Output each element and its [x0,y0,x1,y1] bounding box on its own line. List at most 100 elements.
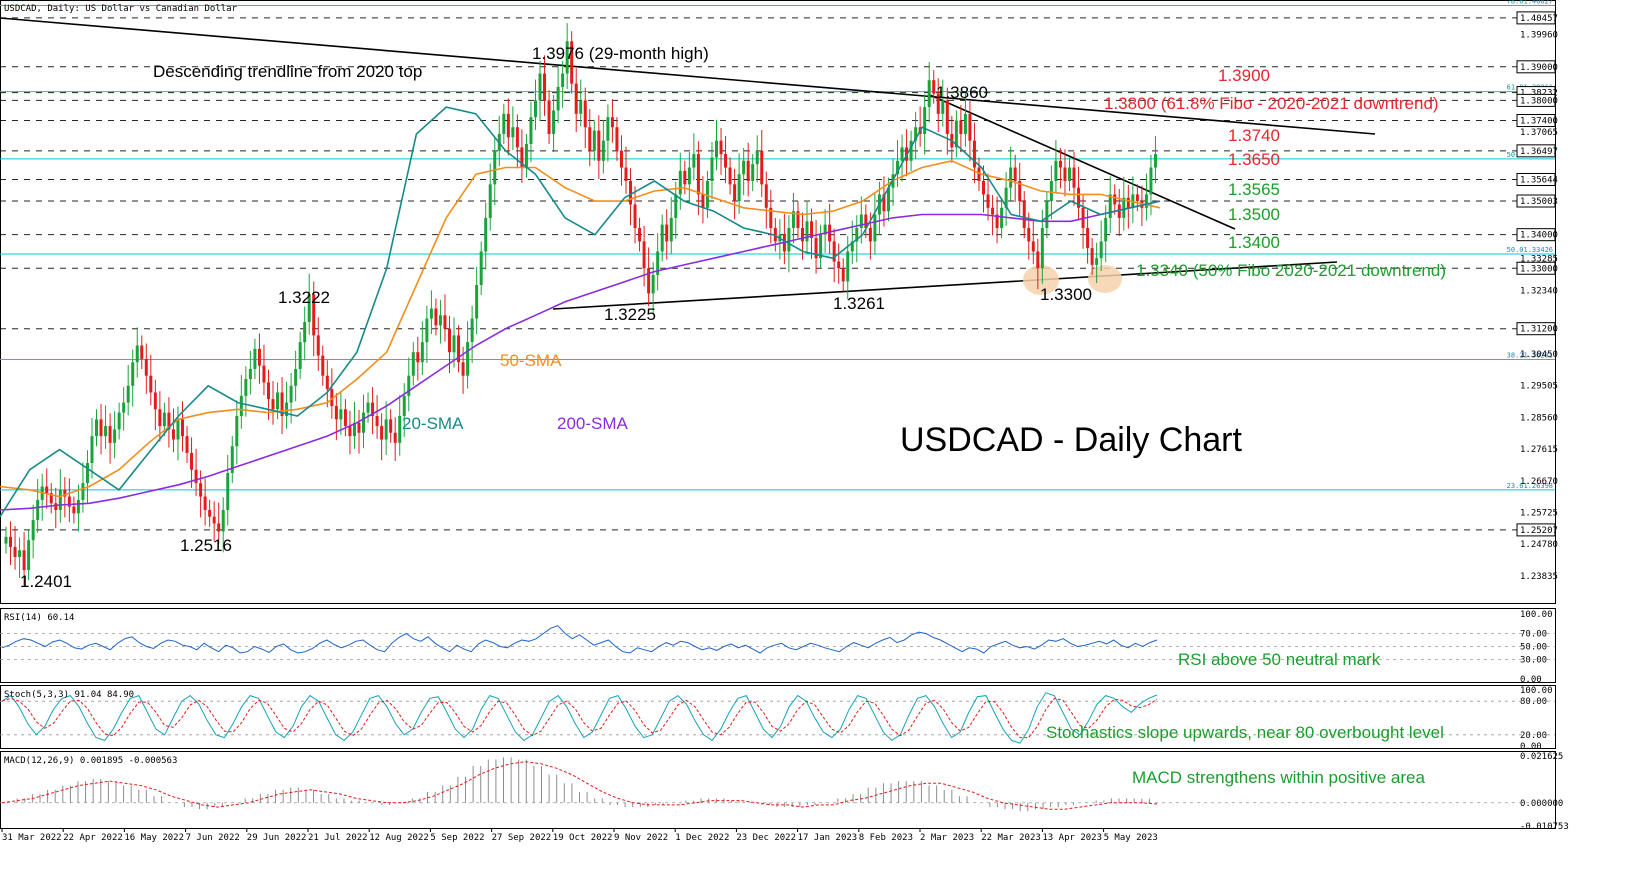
candle-body [393,432,397,443]
candle-body [932,80,936,94]
candle-body [773,227,777,242]
annotation: 1.3300 [1040,285,1092,304]
candle-body [104,426,108,437]
candle-body [1090,248,1094,265]
candle-body [565,41,569,74]
candle-body [54,503,58,510]
candle-body [443,315,447,329]
candle-body [334,405,338,420]
candle-body [837,261,841,269]
candle-body [687,167,691,185]
candle-body [185,436,189,453]
candle-body [570,41,574,84]
candle-body [674,194,678,218]
stoch-d-line [1,697,1158,739]
candle-body [1072,167,1076,188]
candle-body [176,419,180,440]
candle-body [221,509,225,532]
x-tick-label: 7 Jun 2022 [186,833,240,843]
macd-signal-line [1,761,1158,810]
price-box-label: 1.37400 [1520,117,1558,127]
candle-body [1149,167,1153,195]
candle-body [579,100,583,114]
candle-body [357,422,361,433]
candle-body [126,385,130,403]
candle-body [1031,241,1035,252]
candle-body [140,345,144,359]
candle-body [823,224,827,235]
candle-body [787,227,791,252]
candle-body [963,113,967,134]
sma50-line [0,159,1161,498]
candle-body [552,110,556,134]
x-tick-label: 22 Mar 2023 [981,833,1041,843]
candle-body [266,382,270,400]
candle-body [633,204,637,228]
price-box-label: 1.35644 [1520,175,1558,185]
annotation: 1.2516 [180,536,232,555]
candle-body [76,499,80,514]
candle-body [85,462,89,484]
candle-body [1036,251,1040,269]
candle-body [859,214,863,228]
candle-body [339,409,343,420]
price-box [1516,228,1556,242]
x-tick-label: 9 Nov 2022 [614,833,668,843]
candle-body [1108,194,1112,218]
annotation: 50-SMA [500,351,562,370]
candle-body [398,415,402,443]
candle-body [746,160,750,181]
price-box [1516,172,1556,186]
short-term-trendline [929,94,1236,230]
stoch-panel [0,685,1556,749]
stoch-tick-label: 80.00 [1520,697,1547,707]
candle-body [800,227,804,242]
rsi-tick-label: 30.00 [1520,656,1547,666]
candle-body [977,167,981,181]
candle-body [665,224,669,242]
candle-body [710,157,714,181]
candle-body [190,452,194,470]
candle-body [416,352,420,363]
candle-body [941,100,945,114]
price-box [1516,523,1556,537]
candle-body [533,100,537,118]
candle-body [1009,167,1013,188]
annotation: Descending trendline from 2020 top [153,62,422,81]
x-tick-label: 5 Sep 2022 [430,833,484,843]
y-tick-label: 1.29505 [1520,382,1558,392]
candle-body [371,402,375,416]
candle-body [923,107,927,134]
candle-body [384,419,388,440]
x-tick-label: 12 Aug 2022 [369,833,429,843]
candlesticks [4,23,1157,586]
macd-panel [0,751,1556,829]
candle-body [719,140,723,155]
candle-body [330,389,334,406]
candle-body [968,113,972,141]
candle-body [58,489,62,510]
candle-body [343,409,347,427]
candle-body [945,100,949,134]
candle-body [438,315,442,326]
stoch-tick-label: 0.00 [1520,742,1542,752]
candle-body [366,402,370,413]
candle-body [669,217,673,242]
price-box-label: 1.38232 [1520,89,1558,99]
chart-title: USDCAD, Daily: US Dollar vs Canadian Dol… [4,4,238,14]
moving-averages [0,106,1161,518]
stoch-title: Stoch(5,3,3) 91.04 84.90 [4,690,134,700]
candle-body [1018,180,1022,202]
candle-body [380,426,384,440]
x-tick-label: 21 Jul 2022 [308,833,368,843]
candle-body [226,473,230,510]
rsi-note: RSI above 50 neutral mark [1178,650,1381,669]
candle-body [253,348,257,369]
candle-body [425,318,429,343]
price-box-label: 1.39000 [1520,63,1558,73]
annotation: 1.2401 [20,572,72,591]
candle-body [285,402,289,416]
highlight-circle [1088,265,1122,293]
candle-body [122,402,126,413]
